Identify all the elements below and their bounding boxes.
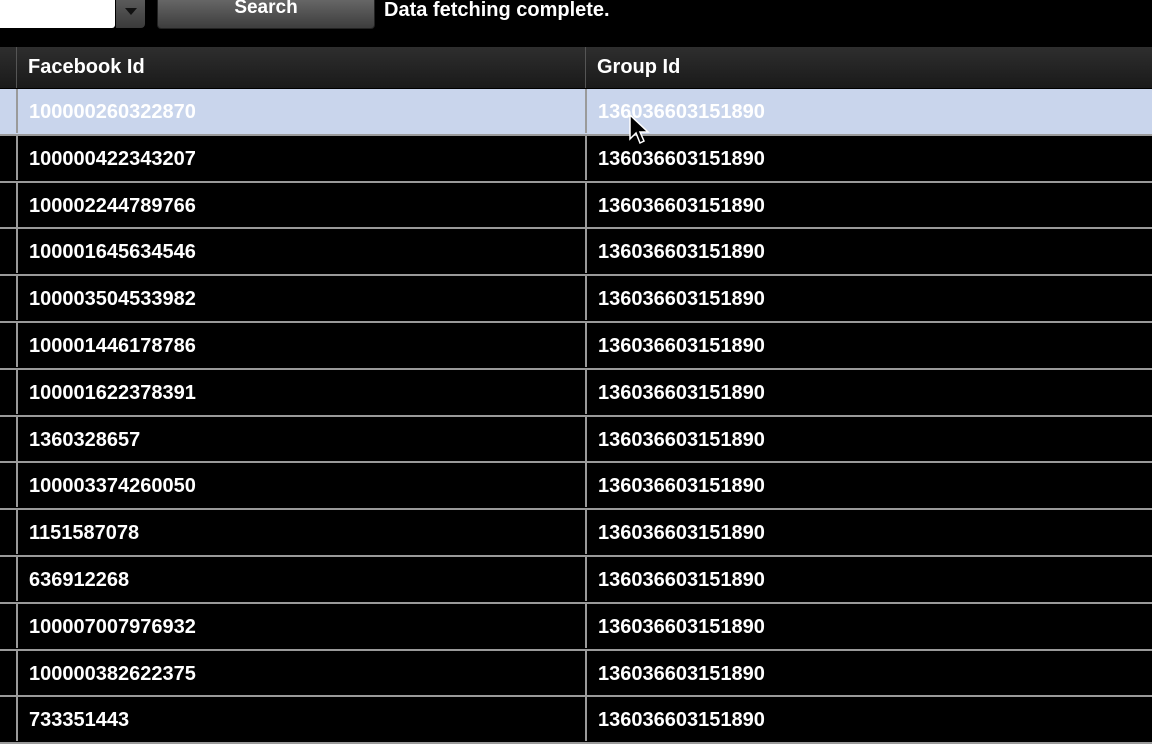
table-header: Facebook Id Group Id — [0, 47, 1152, 88]
table-cell: 100000422343207 — [16, 135, 585, 180]
table-cell: 136036603151890 — [585, 697, 1152, 742]
table-cell: 100003374260050 — [16, 463, 585, 508]
table-cell: 136036603151890 — [585, 369, 1152, 414]
table-cell: 136036603151890 — [585, 323, 1152, 367]
table-cell: 100002244789766 — [16, 182, 585, 227]
table-cell: 100001645634546 — [16, 229, 585, 274]
column-header[interactable]: Facebook Id — [16, 47, 585, 88]
table-cell: 100001622378391 — [16, 369, 585, 414]
table-row[interactable]: 636912268 136036603151890 — [0, 557, 1152, 604]
table-cell: 136036603151890 — [585, 135, 1152, 180]
table-row[interactable]: 100000382622375 136036603151890 — [0, 650, 1152, 698]
table-cell: 733351443 — [16, 697, 585, 742]
table-cell: 636912268 — [16, 557, 585, 601]
table-cell: 100000382622375 — [16, 650, 585, 695]
table-cell: 1360328657 — [16, 416, 585, 461]
mouse-cursor — [629, 113, 650, 145]
header-cell — [0, 47, 16, 88]
combo-box[interactable] — [0, 0, 115, 28]
combo-dropdown[interactable] — [116, 0, 145, 28]
table-row[interactable]: 100001446178786 136036603151890 — [0, 323, 1152, 370]
table-cell: 136036603151890 — [585, 463, 1152, 508]
table-cell: 100003504533982 — [16, 276, 585, 321]
table-cell: 136036603151890 — [585, 416, 1152, 461]
table-cell: 136036603151890 — [585, 603, 1152, 648]
table-cell: 136036603151890 — [585, 89, 1152, 133]
table-cell: 136036603151890 — [585, 510, 1152, 555]
table-row[interactable]: 733351443 136036603151890 — [0, 697, 1152, 744]
table-cell: 136036603151890 — [585, 182, 1152, 227]
table-cell: 136036603151890 — [585, 557, 1152, 601]
table-row[interactable]: 100003504533982 136036603151890 — [0, 276, 1152, 323]
table-row[interactable]: 100000422343207 136036603151890 — [0, 135, 1152, 183]
table-cell: 100007007976932 — [16, 603, 585, 648]
table-row[interactable]: 1151587078 136036603151890 — [0, 510, 1152, 557]
status-text: Data fetching complete. — [384, 0, 610, 21]
table-cell: 136036603151890 — [585, 650, 1152, 695]
column-header[interactable]: Group Id — [585, 47, 1152, 88]
table-row[interactable]: 1360328657 136036603151890 — [0, 416, 1152, 464]
table-cell: 1151587078 — [16, 510, 585, 555]
search-button[interactable]: Search — [157, 0, 375, 29]
table-cell: 100001446178786 — [16, 323, 585, 367]
table-row[interactable]: 100001622378391 136036603151890 — [0, 369, 1152, 417]
table-row[interactable]: 100003374260050 136036603151890 — [0, 463, 1152, 511]
table-cell: 136036603151890 — [585, 229, 1152, 274]
table-row[interactable]: 100000260322870 136036603151890 — [0, 89, 1152, 136]
table-cell: 136036603151890 — [585, 276, 1152, 321]
table-row[interactable]: 100002244789766 136036603151890 — [0, 182, 1152, 230]
table-row[interactable]: 100001645634546 136036603151890 — [0, 229, 1152, 277]
table-row[interactable]: 100007007976932 136036603151890 — [0, 603, 1152, 651]
table-cell: 100000260322870 — [16, 89, 585, 133]
